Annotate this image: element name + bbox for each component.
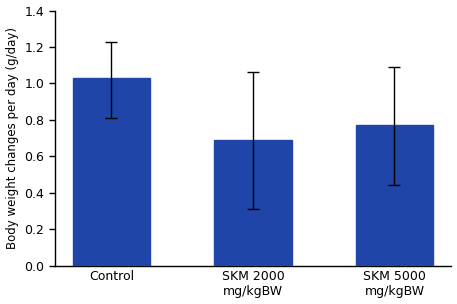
Bar: [214, 140, 292, 266]
Bar: [356, 125, 433, 266]
Bar: [73, 78, 150, 266]
Y-axis label: Body weight changes per day (g/day): Body weight changes per day (g/day): [5, 27, 19, 249]
